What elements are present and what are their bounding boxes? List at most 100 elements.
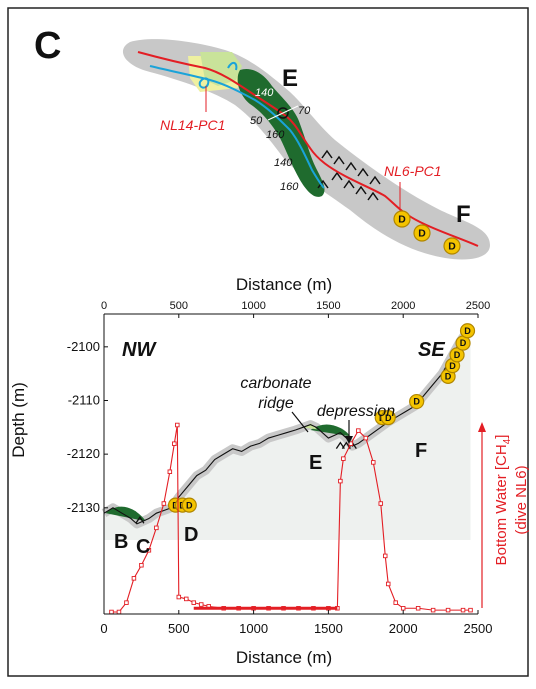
right-axis-label: Bottom Water [CH4] (dive NL6) (493, 435, 530, 566)
top-axis-tick-label: 2000 (391, 300, 415, 312)
concentration-point (393, 600, 398, 605)
top-axis-tick-label: 1000 (241, 300, 265, 312)
profile-site-label-e: E (309, 452, 322, 474)
right-axis-label-sub: 4 (502, 438, 513, 444)
concentration-point (109, 609, 114, 615)
panel-label: C (34, 25, 61, 67)
top-axis-tick-label: 2500 (466, 300, 490, 312)
depression-symbols (317, 149, 381, 201)
right-axis-label-line2: (dive NL6) (513, 465, 530, 534)
marker-letter: D (186, 500, 193, 510)
concentration-point (146, 548, 152, 553)
concentration-point (382, 553, 388, 559)
contour-label: 160 (266, 129, 285, 141)
y-axis-tick-label: -2110 (68, 392, 100, 407)
core-label-nl6: NL6-PC1 (384, 163, 442, 179)
concentration-point (184, 596, 189, 602)
top-axis-tick-label: 500 (170, 300, 188, 312)
map-view: 140 70 50 160 140 160 E F NL14-PC1 NL6-P… (122, 39, 490, 260)
depression-arrowhead (345, 436, 353, 444)
marker-circle (409, 393, 425, 410)
map-markers: D D D (393, 210, 461, 255)
profile-site-label-f: F (415, 440, 427, 462)
light-mound (302, 423, 317, 430)
blue-track-loop (198, 62, 238, 89)
bottom-axis-tick-label: 0 (100, 621, 107, 636)
map-d-marker: D (393, 210, 411, 228)
panel-frame (7, 7, 529, 677)
concentration-point (363, 435, 369, 441)
core-label-nl14: NL14-PC1 (160, 117, 225, 133)
marker-letter: D (454, 350, 461, 360)
marker-letter: D (413, 397, 420, 407)
concentration-point (356, 428, 361, 433)
contour-tick (267, 105, 299, 121)
concentration-point (139, 563, 144, 568)
profile-site-label-b: B (114, 531, 128, 553)
bottom-axis-tick-label: 2000 (389, 621, 418, 636)
carbonate-area (237, 68, 325, 197)
profile-site-label-d: D (184, 524, 198, 546)
marker-letter: D (448, 242, 456, 253)
top-axis-tick-label: 0 (101, 300, 107, 312)
contour-label: 50 (250, 115, 263, 127)
marker-letter: D (398, 215, 406, 226)
marker-circle (393, 210, 411, 228)
carbonate-pointer (291, 411, 309, 433)
top-axis-tick-label: 1500 (316, 300, 340, 312)
profile-d-marker: D (449, 347, 465, 363)
right-axis-label-line1: Bottom Water [CH (493, 444, 510, 565)
concentration-point (468, 607, 473, 613)
annotation-carbonate-line2: ridge (258, 395, 294, 412)
concentration-point (131, 576, 137, 581)
concentration-point (430, 607, 436, 613)
direction-se: SE (418, 339, 445, 361)
seafloor-profile-line (103, 325, 472, 525)
right-axis-label-end: ] (493, 435, 510, 439)
map-d-marker: D (413, 224, 431, 242)
concentration-point (198, 602, 204, 607)
marker-letter: D (385, 413, 392, 423)
carbonate-mound-b (105, 506, 146, 522)
bottom-axis-tick-label: 500 (168, 621, 190, 636)
concentration-point (154, 525, 159, 531)
concentration-point (445, 607, 451, 613)
top-axis-label: Distance (m) (236, 275, 332, 294)
profile-layer: DDDDDDDDDDD (101, 323, 476, 540)
marker-circle (380, 410, 396, 426)
contour-label: 70 (298, 105, 311, 117)
marker-letter: D (449, 361, 456, 371)
marker-letter: D (460, 338, 467, 348)
concentration-point (460, 607, 466, 613)
concentration-point (400, 606, 406, 611)
concentration-point (378, 501, 384, 506)
concentration-point (341, 456, 346, 461)
profile-site-label-c: C (136, 536, 150, 558)
profile-d-marker: D (459, 323, 476, 339)
concentration-point (338, 478, 343, 484)
concentration-layer (109, 422, 473, 615)
contour-label: 140 (274, 157, 293, 169)
right-axis-arrowhead (478, 422, 486, 432)
map-site-label-f: F (456, 201, 471, 228)
marker-circle (181, 497, 197, 513)
depression-symbol (135, 516, 145, 524)
concentration-point (176, 594, 182, 600)
concentration-point (116, 609, 122, 615)
profile-d-marker: D (181, 497, 197, 513)
marker-letter: D (418, 229, 426, 240)
bottom-axis-tick-label: 1000 (239, 621, 268, 636)
concentration-point (161, 501, 167, 506)
concentration-point (415, 606, 421, 611)
marker-letter: D (445, 371, 452, 381)
map-d-marker: D (443, 237, 461, 255)
contour-label: 140 (255, 87, 274, 99)
concentration-point (191, 600, 197, 605)
y-axis-tick-label: -2100 (67, 339, 100, 354)
bottom-axis-tick-label: 2500 (464, 621, 493, 636)
direction-nw: NW (122, 339, 157, 361)
marker-circle (443, 237, 461, 255)
concentration-baseline (193, 606, 338, 610)
